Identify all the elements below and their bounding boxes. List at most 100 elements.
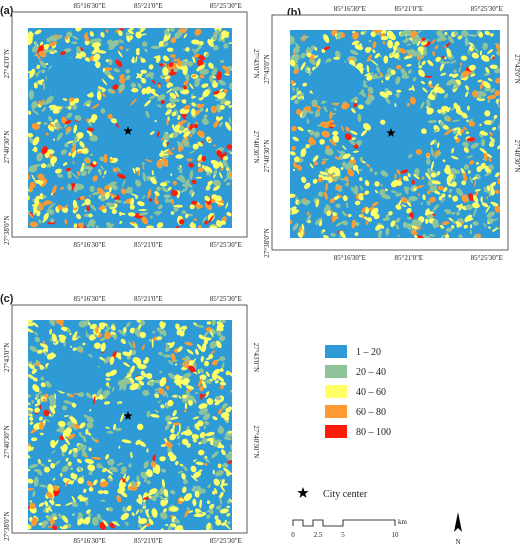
raster-patch [308, 138, 316, 146]
raster-patch [226, 182, 231, 186]
raster-patch [341, 102, 350, 110]
raster-patch [130, 365, 135, 374]
raster-patch [138, 28, 142, 30]
raster-patch [100, 322, 108, 327]
raster-patch [428, 234, 436, 237]
raster-patch [365, 221, 369, 225]
raster-patch [141, 88, 147, 95]
raster-patch [91, 516, 99, 526]
raster-patch [48, 104, 57, 109]
raster-patch [77, 466, 83, 472]
raster-patch [145, 509, 150, 519]
raster-patch [141, 41, 148, 47]
raster-patch [28, 165, 38, 173]
raster-patch [415, 185, 424, 189]
raster-patch [206, 398, 214, 405]
raster-patch [167, 186, 172, 191]
raster-patch [138, 494, 143, 503]
raster-patch [195, 176, 203, 179]
raster-patch [71, 35, 79, 40]
raster-patch [380, 170, 389, 177]
raster-patch [352, 150, 359, 153]
raster-patch [129, 327, 136, 334]
raster-patch [212, 490, 216, 495]
raster-patch [146, 480, 151, 485]
raster-patch [406, 43, 411, 46]
raster-patch [36, 468, 43, 476]
raster-patch [446, 78, 455, 86]
raster-patch [104, 67, 113, 71]
city-star [386, 128, 396, 137]
raster-patch [103, 490, 109, 495]
raster-patch [199, 96, 204, 101]
raster-patch [482, 158, 486, 161]
raster-patch [87, 464, 94, 471]
raster-patch [83, 516, 91, 525]
raster-patch [198, 441, 202, 445]
raster-patch [81, 451, 88, 457]
raster-patch [95, 225, 99, 228]
raster-patch [218, 116, 223, 121]
raster-patch [171, 395, 178, 398]
raster-patch [133, 329, 141, 338]
raster-patch [121, 178, 126, 188]
raster-patch [477, 79, 483, 83]
raster-patch [175, 226, 180, 228]
legend-swatch [325, 385, 347, 398]
raster-patch [203, 339, 208, 345]
raster-patch [379, 91, 389, 98]
raster-patch [202, 413, 211, 421]
raster-patch [432, 50, 436, 57]
scale-tick-label: 0 [291, 531, 295, 539]
raster-patch [62, 206, 69, 213]
raster-patch [350, 130, 358, 136]
legend-swatch [325, 365, 347, 378]
raster-patch [71, 172, 79, 180]
raster-patch [426, 168, 432, 175]
raster-patch [176, 58, 180, 62]
raster-patch [430, 146, 434, 157]
raster-patch [157, 204, 163, 210]
raster-patch [492, 228, 498, 232]
raster-patch [228, 117, 232, 125]
raster-patch [147, 515, 151, 521]
raster-patch [119, 220, 123, 225]
raster-patch [489, 64, 498, 70]
raster-patch [439, 120, 445, 127]
raster-patch [384, 188, 388, 192]
lat-label: 27°40'30"N [513, 140, 521, 173]
raster-patch [39, 79, 45, 83]
raster-patch [65, 106, 69, 109]
raster-patch [118, 402, 121, 405]
raster-patch [223, 522, 231, 530]
raster-patch [186, 349, 194, 355]
raster-patch [195, 203, 201, 210]
raster-patch [321, 160, 326, 165]
raster-patch [409, 49, 418, 57]
raster-patch [85, 501, 88, 506]
raster-patch [164, 75, 171, 80]
raster-patch [133, 222, 139, 228]
raster-patch [194, 434, 199, 440]
raster-patch [37, 173, 45, 181]
raster-patch [197, 141, 203, 147]
raster-patch [102, 390, 111, 396]
raster-patch [426, 98, 431, 108]
raster-patch [408, 153, 413, 159]
raster-patch [293, 53, 300, 61]
raster-patch [151, 338, 154, 348]
raster-patch [497, 144, 500, 150]
raster-patch [29, 416, 34, 421]
raster-patch [208, 62, 214, 69]
raster-patch [170, 523, 177, 528]
raster-patch [33, 82, 38, 89]
raster-patch [347, 168, 355, 177]
raster-patch [206, 321, 212, 325]
raster-patch [75, 183, 85, 190]
raster-patch [100, 31, 105, 38]
raster-patch [413, 187, 417, 191]
raster-patch [455, 138, 461, 143]
raster-patch [151, 170, 154, 176]
raster-patch [301, 223, 305, 231]
raster-patch [304, 182, 311, 190]
